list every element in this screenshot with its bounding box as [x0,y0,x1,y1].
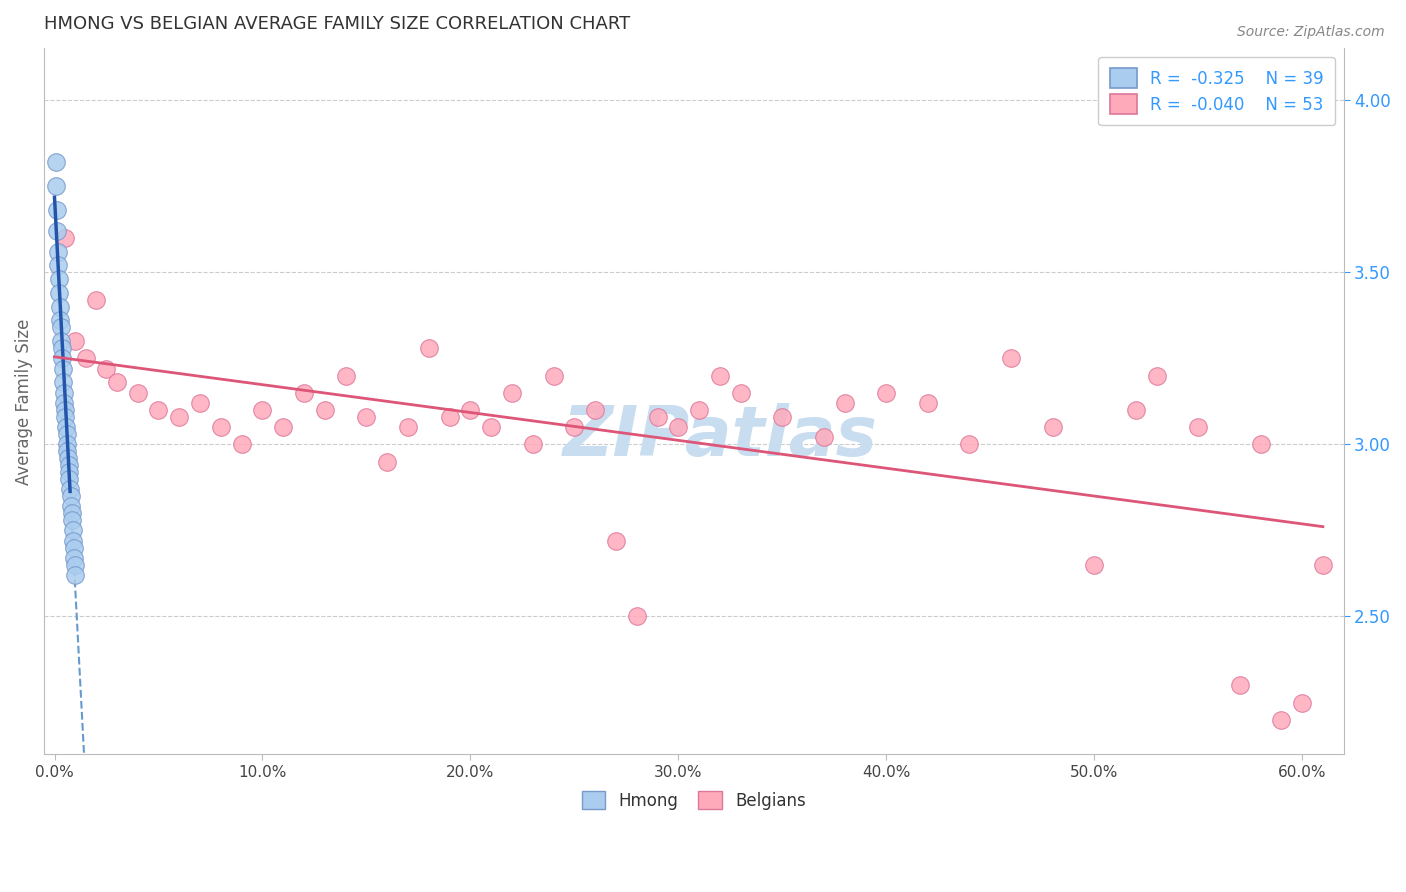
Point [605,533,627,548]
Point [148,403,170,417]
Point [48,300,70,314]
Legend: Hmong, Belgians: Hmong, Belgians [575,784,813,816]
Point [53,403,76,417]
Point [917,396,939,410]
Point [583,403,606,417]
Point [48,272,70,286]
Point [375,454,398,468]
Point [127,385,149,400]
Point [770,409,793,424]
Point [501,385,523,400]
Text: ZIPatlas: ZIPatlas [562,403,877,470]
Point [292,385,315,400]
Point [875,385,897,400]
Point [48,285,70,300]
Point [231,437,253,451]
Point [51,334,73,348]
Point [1000,351,1022,366]
Point [522,437,544,451]
Point [1187,420,1209,434]
Point [314,403,336,417]
Point [169,409,191,424]
Point [56,437,79,451]
Point [60,506,83,520]
Point [84,293,107,307]
Point [46,224,69,238]
Point [51,351,73,366]
Point [49,313,72,327]
Point [957,437,980,451]
Point [58,458,80,472]
Point [56,444,79,458]
Point [709,368,731,383]
Point [62,533,84,548]
Text: Source: ZipAtlas.com: Source: ZipAtlas.com [1237,25,1385,39]
Point [46,258,69,272]
Point [58,472,80,486]
Point [45,179,67,194]
Point [45,155,67,169]
Point [65,334,87,348]
Point [105,376,128,390]
Point [647,409,669,424]
Point [1312,558,1334,572]
Point [62,524,84,538]
Point [543,368,565,383]
Point [271,420,294,434]
Point [55,420,77,434]
Point [52,376,75,390]
Point [51,341,73,355]
Point [666,420,689,434]
Point [56,451,79,466]
Point [65,568,87,582]
Point [813,430,835,444]
Point [75,351,97,366]
Point [49,320,72,334]
Point [96,361,118,376]
Point [52,385,75,400]
Point [63,558,86,572]
Point [1250,437,1272,451]
Point [63,551,86,566]
Y-axis label: Average Family Size: Average Family Size [15,318,32,484]
Point [1146,368,1168,383]
Point [1229,678,1251,692]
Text: HMONG VS BELGIAN AVERAGE FAMILY SIZE CORRELATION CHART: HMONG VS BELGIAN AVERAGE FAMILY SIZE COR… [44,15,630,33]
Point [356,409,378,424]
Point [439,409,461,424]
Point [1270,713,1292,727]
Point [1125,403,1147,417]
Point [52,361,75,376]
Point [1042,420,1064,434]
Point [46,244,69,259]
Point [335,368,357,383]
Point [479,420,502,434]
Point [460,403,482,417]
Point [730,385,752,400]
Point [209,420,232,434]
Point [418,341,440,355]
Point [252,403,274,417]
Point [59,489,82,503]
Point [53,396,76,410]
Point [55,427,77,442]
Point [60,500,83,514]
Point [60,513,83,527]
Point [59,482,82,496]
Point [45,203,67,218]
Point [688,403,710,417]
Point [53,231,76,245]
Point [58,465,80,479]
Point [562,420,585,434]
Point [62,541,84,555]
Point [1083,558,1105,572]
Point [626,609,648,624]
Point [188,396,211,410]
Point [53,409,76,424]
Point [396,420,419,434]
Point [1291,696,1313,710]
Point [834,396,856,410]
